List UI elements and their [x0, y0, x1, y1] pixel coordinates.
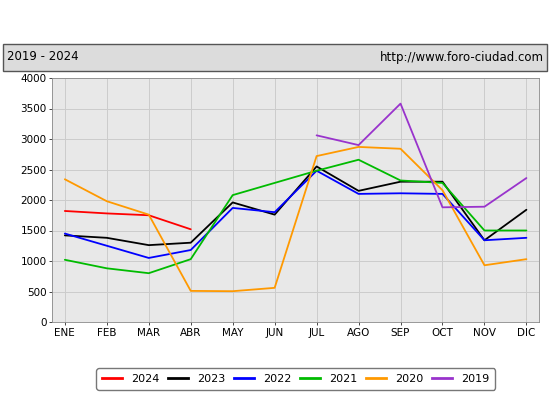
Legend: 2024, 2023, 2022, 2021, 2020, 2019: 2024, 2023, 2022, 2021, 2020, 2019 — [96, 368, 495, 390]
Text: 2019 - 2024: 2019 - 2024 — [7, 50, 78, 64]
Text: Evolucion Nº Turistas Nacionales en el municipio de Villatobas: Evolucion Nº Turistas Nacionales en el m… — [47, 14, 503, 28]
Text: http://www.foro-ciudad.com: http://www.foro-ciudad.com — [379, 50, 543, 64]
